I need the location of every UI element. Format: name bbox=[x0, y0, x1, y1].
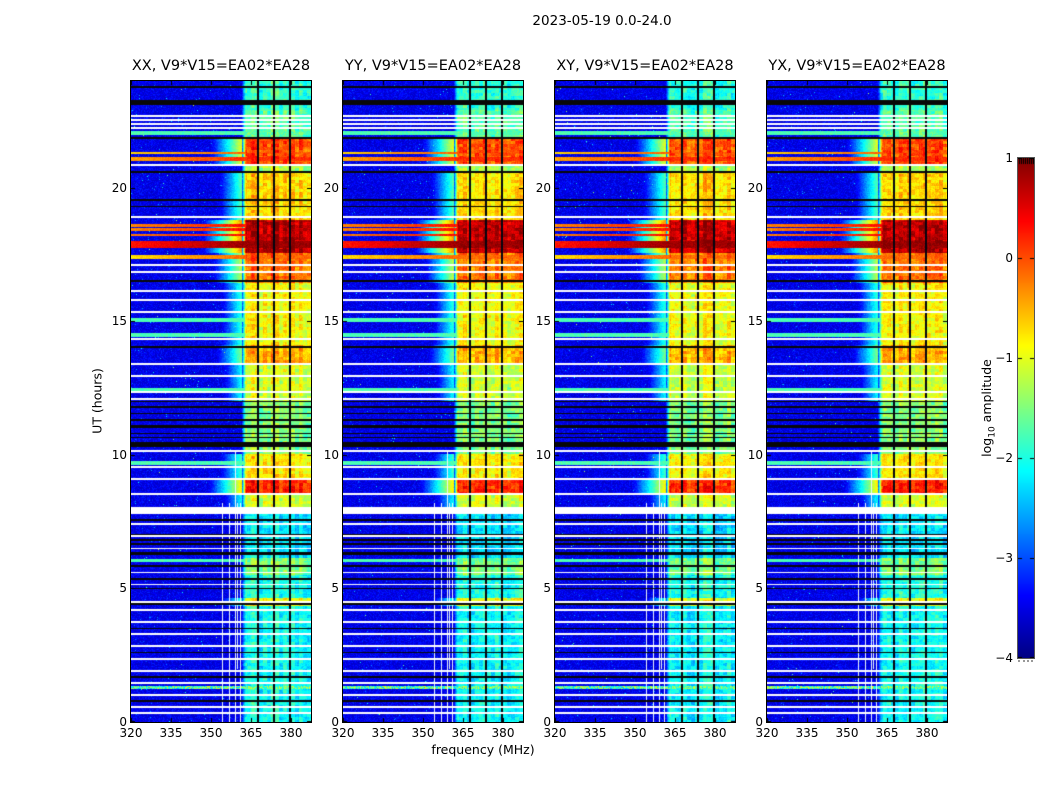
y-tick-label: 0 bbox=[331, 715, 339, 729]
y-tick-label: 0 bbox=[119, 715, 127, 729]
y-tick-label: 15 bbox=[111, 314, 127, 329]
colorbar-tick-label: 0 bbox=[1005, 251, 1013, 265]
y-tick-label: 20 bbox=[111, 180, 127, 195]
panel-title-yx: YX, V9*V15=EA02*EA28 bbox=[768, 58, 946, 74]
y-tick-label: 5 bbox=[755, 581, 763, 596]
x-tick-label: 350 bbox=[411, 726, 435, 740]
panel-title-yy: YY, V9*V15=EA02*EA28 bbox=[344, 58, 522, 74]
y-axis-label: UT (hours) bbox=[89, 368, 105, 434]
y-tick-label: 5 bbox=[543, 581, 551, 596]
x-tick-label: 350 bbox=[835, 726, 859, 740]
colorbar-tick-label: 1 bbox=[1005, 151, 1013, 165]
colorbar-label: log10 amplitude bbox=[978, 359, 998, 457]
colorbar-gradient bbox=[1018, 158, 1034, 658]
y-tick-label: 20 bbox=[323, 180, 339, 195]
panel-yy bbox=[342, 80, 524, 723]
x-tick-label: 335 bbox=[371, 726, 395, 740]
colorbar-tick-label: −4 bbox=[995, 651, 1013, 665]
colorbar-extend-dots bbox=[1018, 660, 1033, 662]
x-tick-label: 365 bbox=[451, 726, 475, 740]
y-tick-label: 10 bbox=[323, 447, 339, 462]
spectrogram-canvas-xy bbox=[555, 81, 735, 722]
x-tick-label: 380 bbox=[279, 726, 303, 740]
colorbar-tick-label: −1 bbox=[995, 351, 1013, 365]
y-tick-label: 15 bbox=[747, 314, 763, 329]
x-tick-label: 320 bbox=[119, 726, 143, 740]
x-tick-label: 335 bbox=[159, 726, 183, 740]
panel-xy bbox=[554, 80, 736, 723]
y-tick-label: 20 bbox=[535, 180, 551, 195]
colorbar-tick-label: −2 bbox=[995, 451, 1013, 465]
x-tick-label: 350 bbox=[199, 726, 223, 740]
y-tick-label: 10 bbox=[747, 447, 763, 462]
colorbar bbox=[1017, 157, 1035, 659]
panel-xx bbox=[130, 80, 312, 723]
y-tick-label: 10 bbox=[535, 447, 551, 462]
spectrogram-canvas-xx bbox=[131, 81, 311, 722]
y-tick-label: 5 bbox=[331, 581, 339, 596]
x-tick-label: 350 bbox=[623, 726, 647, 740]
x-tick-label: 380 bbox=[703, 726, 727, 740]
y-tick-label: 20 bbox=[747, 180, 763, 195]
spectrogram-canvas-yx bbox=[767, 81, 947, 722]
x-tick-label: 320 bbox=[755, 726, 779, 740]
y-tick-label: 15 bbox=[535, 314, 551, 329]
spectrogram-canvas-yy bbox=[343, 81, 523, 722]
y-tick-label: 0 bbox=[543, 715, 551, 729]
colorbar-tick-label: −3 bbox=[995, 551, 1013, 565]
x-tick-label: 365 bbox=[239, 726, 263, 740]
y-tick-label: 5 bbox=[119, 581, 127, 596]
x-axis-label: frequency (MHz) bbox=[431, 742, 535, 757]
x-tick-label: 365 bbox=[663, 726, 687, 740]
y-tick-label: 0 bbox=[755, 715, 763, 729]
x-tick-label: 320 bbox=[543, 726, 567, 740]
y-tick-label: 15 bbox=[323, 314, 339, 329]
figure-title: 2023-05-19 0.0-24.0 bbox=[532, 13, 672, 29]
x-tick-label: 335 bbox=[583, 726, 607, 740]
x-tick-label: 380 bbox=[915, 726, 939, 740]
y-tick-label: 10 bbox=[111, 447, 127, 462]
panel-yx bbox=[766, 80, 948, 723]
panel-title-xx: XX, V9*V15=EA02*EA28 bbox=[131, 58, 311, 74]
x-tick-label: 380 bbox=[491, 726, 515, 740]
x-tick-label: 335 bbox=[795, 726, 819, 740]
panel-title-xy: XY, V9*V15=EA02*EA28 bbox=[556, 58, 734, 74]
x-tick-label: 365 bbox=[875, 726, 899, 740]
x-tick-label: 320 bbox=[331, 726, 355, 740]
